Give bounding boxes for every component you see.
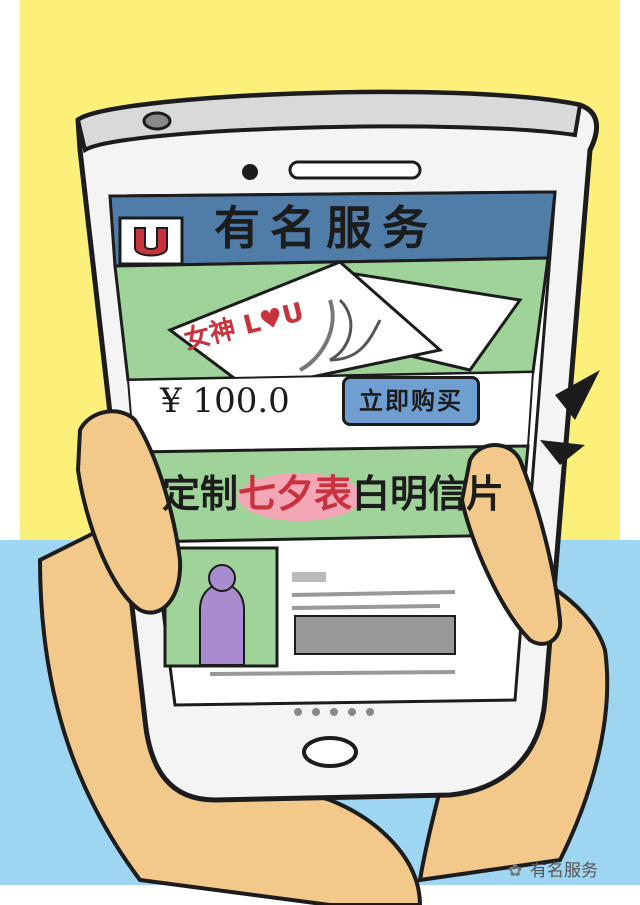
banner-suffix: 白明信片 [352, 472, 505, 516]
buy-now-button[interactable]: 立即购买 [342, 376, 480, 426]
speaker-grill [142, 111, 172, 131]
postcard-front [166, 260, 444, 392]
banner-highlight: 七夕表 [238, 472, 353, 516]
person-head [208, 564, 236, 592]
list-title-placeholder [292, 572, 326, 582]
app-logo [118, 216, 184, 266]
emphasis-mark-1 [555, 370, 600, 420]
banner-prefix: 定制 [162, 472, 239, 516]
watermark: ✿ 有名服务 [508, 858, 634, 884]
postcard-sketch-hair [299, 299, 335, 372]
highlight-blob [238, 473, 362, 521]
logo-u-icon [134, 227, 168, 257]
app-title: 有名服务 [214, 201, 438, 255]
postcard-sketch [329, 298, 382, 362]
emphasis-mark-2 [540, 440, 585, 465]
left-thumb [75, 409, 183, 615]
person-silhouette [199, 582, 245, 666]
page-indicator-dots [294, 708, 374, 716]
wechat-icon: ✿ [508, 861, 523, 881]
home-button [302, 736, 358, 768]
camera-dot [242, 164, 258, 180]
list-line-3 [209, 670, 456, 676]
list-line-1 [291, 590, 456, 597]
right-thumb [459, 443, 563, 646]
watermark-text: 有名服务 [530, 861, 598, 881]
phone-top-bezel [75, 90, 583, 154]
list-button-placeholder [294, 615, 456, 655]
product-price: ¥ 100.0 [160, 381, 290, 421]
promo-banner-text: 定制七夕表白明信片 [162, 466, 504, 522]
list-line-2 [291, 604, 441, 610]
earpiece [288, 160, 422, 180]
